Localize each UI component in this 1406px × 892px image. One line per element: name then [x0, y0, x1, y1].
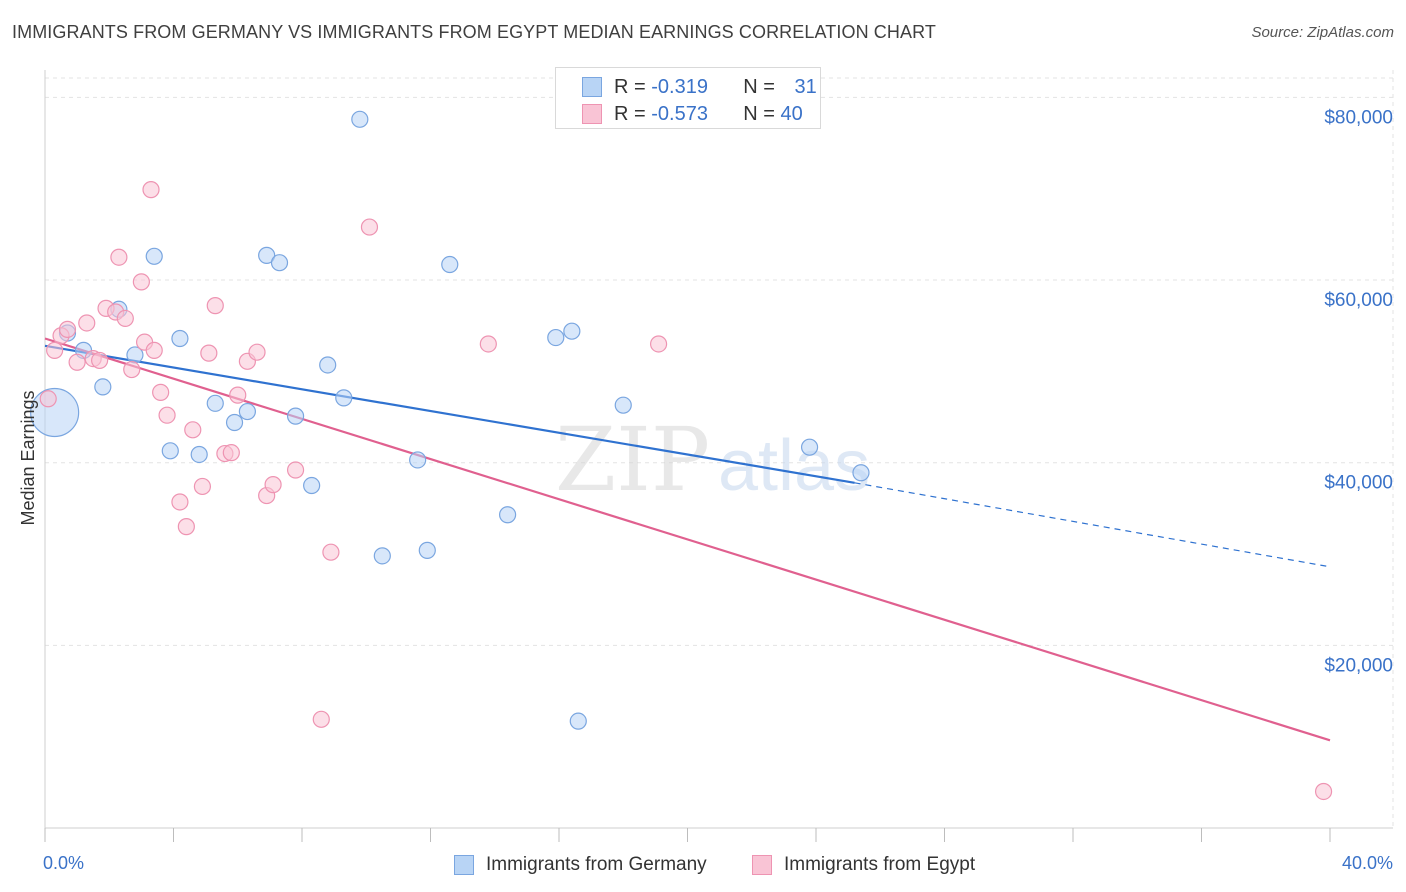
legend-row-egypt: R = -0.573 N = 40 — [582, 102, 803, 126]
germany-point-21 — [409, 451, 427, 469]
egypt-point-26 — [222, 444, 240, 462]
egypt-point-17 — [152, 383, 170, 401]
germany-point-8 — [171, 329, 189, 348]
germany-point-3 — [94, 378, 112, 396]
egypt-point-3 — [58, 320, 77, 338]
watermark-atlas: atlas — [718, 426, 870, 506]
egypt-point-23 — [200, 344, 218, 362]
egypt-point-22 — [193, 477, 212, 496]
germany-point-16 — [303, 476, 321, 495]
egypt-point-1 — [46, 341, 64, 359]
germany-point-10 — [206, 394, 224, 412]
egypt-point-10 — [110, 248, 128, 266]
germany-trend-line — [44, 344, 855, 484]
watermark-zip: ZIP — [555, 408, 710, 511]
egypt-point-7 — [91, 351, 109, 370]
egypt-swatch — [582, 104, 602, 124]
germany-point-30 — [852, 464, 870, 482]
germany-trend-extension — [854, 482, 1331, 568]
germany-n-value: 31 — [794, 75, 817, 98]
germany-point-26 — [563, 322, 581, 340]
egypt-point-29 — [248, 343, 266, 361]
egypt-point-38 — [1314, 782, 1333, 801]
egypt-point-37 — [649, 335, 668, 353]
germany-point-9 — [190, 445, 208, 464]
x-tick-label-1: 40.0% — [1342, 853, 1393, 873]
egypt-r-value: -0.573 — [651, 102, 708, 125]
egypt-point-21 — [184, 421, 202, 439]
germany-legend-label: Immigrants from Germany — [486, 854, 707, 875]
germany-r-label: R = — [614, 75, 652, 98]
germany-point-14 — [270, 254, 289, 272]
legend-item-germany[interactable]: Immigrants from Germany — [454, 852, 707, 878]
egypt-point-20 — [177, 518, 195, 536]
egypt-n-label: N = — [743, 102, 781, 125]
germany-point-11 — [225, 413, 244, 432]
germany-legend-swatch — [454, 855, 474, 875]
germany-point-13 — [258, 246, 276, 264]
germany-point-18 — [335, 389, 353, 407]
germany-swatch — [582, 77, 602, 97]
egypt-point-32 — [286, 461, 305, 479]
germany-point-22 — [418, 541, 436, 559]
grid-lines — [45, 70, 1394, 828]
egypt-point-19 — [171, 493, 189, 511]
germany-point-29 — [800, 438, 819, 456]
germany-point-15 — [286, 407, 305, 425]
egypt-point-36 — [479, 335, 497, 353]
egypt-point-13 — [132, 273, 150, 291]
germany-n-label: N = — [743, 75, 781, 98]
germany-point-27 — [569, 712, 587, 730]
egypt-point-27 — [229, 386, 247, 404]
germany-point-19 — [351, 110, 369, 128]
legend-item-egypt[interactable]: Immigrants from Egypt — [752, 852, 975, 878]
y-tick-label-3: $80,000 — [1324, 107, 1393, 128]
x-tick-label-0: 0.0% — [43, 853, 84, 873]
egypt-point-11 — [116, 309, 134, 328]
germany-point-12 — [238, 402, 256, 421]
germany-point-25 — [547, 328, 565, 347]
egypt-legend-label: Immigrants from Egypt — [784, 854, 976, 875]
egypt-point-31 — [264, 476, 282, 494]
data-points — [30, 110, 1333, 801]
trend-lines — [44, 337, 1331, 742]
germany-point-20 — [373, 547, 391, 565]
germany-point-7 — [161, 442, 179, 460]
axes — [44, 70, 1393, 842]
egypt-point-15 — [142, 181, 160, 199]
egypt-r-label: R = — [614, 102, 652, 125]
source-label: Source: ZipAtlas.com — [1251, 24, 1394, 41]
y-axis-title: Median Earnings — [18, 390, 38, 525]
germany-point-24 — [499, 506, 517, 524]
egypt-point-5 — [78, 314, 96, 332]
y-tick-label-2: $60,000 — [1324, 290, 1393, 311]
egypt-point-34 — [322, 543, 340, 561]
germany-point-28 — [614, 396, 632, 414]
egypt-point-35 — [360, 218, 379, 236]
legend-row-germany: R = -0.319 N = 31 — [582, 75, 817, 99]
egypt-point-4 — [68, 353, 86, 371]
correlation-legend: R = -0.319 N = 31 R = -0.573 N = 40 — [555, 67, 821, 129]
germany-point-6 — [145, 247, 163, 265]
egypt-point-0 — [39, 390, 57, 408]
egypt-legend-swatch — [752, 855, 772, 875]
egypt-point-33 — [312, 710, 330, 728]
y-tick-label-1: $40,000 — [1324, 473, 1393, 494]
germany-point-23 — [441, 255, 459, 274]
egypt-trend-line — [44, 337, 1331, 742]
germany-point-17 — [319, 356, 337, 374]
y-tick-label-0: $20,000 — [1324, 655, 1393, 676]
germany-r-value: -0.319 — [651, 75, 708, 98]
egypt-point-12 — [123, 360, 141, 379]
egypt-point-16 — [145, 341, 163, 359]
egypt-point-18 — [158, 406, 176, 424]
egypt-n-value: 40 — [780, 102, 803, 125]
chart-title: IMMIGRANTS FROM GERMANY VS IMMIGRANTS FR… — [12, 22, 936, 42]
egypt-point-24 — [206, 297, 224, 315]
tick-labels: $20,000 $40,000 $60,000 $80,000 0.0% 40.0% — [43, 107, 1393, 873]
